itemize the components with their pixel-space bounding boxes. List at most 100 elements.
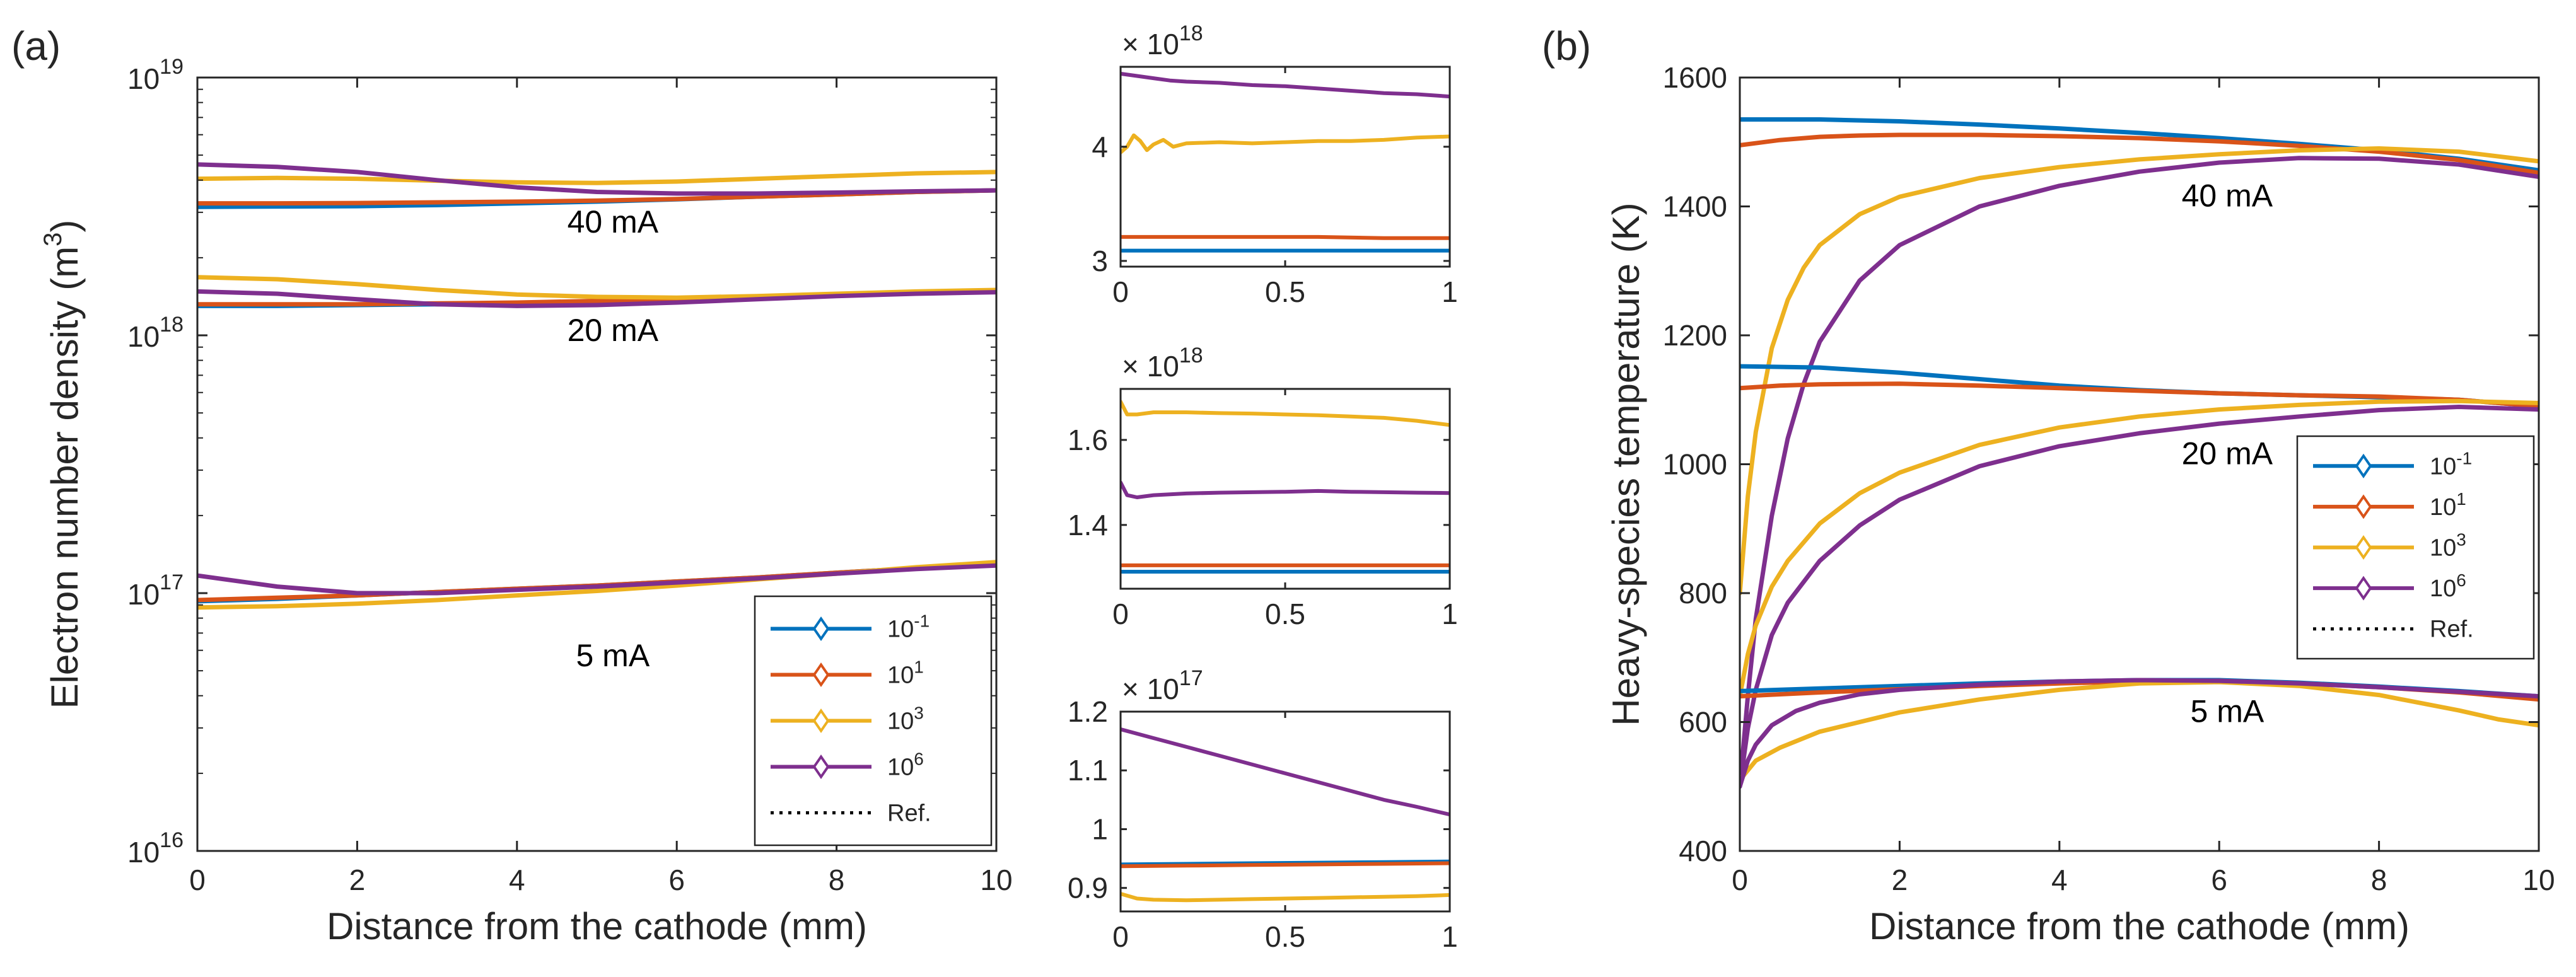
y-multiplier: × 1018	[1122, 344, 1203, 383]
x-axis-title: Distance from the cathode (mm)	[327, 905, 867, 947]
legend-label-2: 103	[887, 703, 924, 735]
annotation-label: 20 mA	[568, 313, 659, 348]
series-line-2	[1121, 133, 1450, 154]
legend-label-3: 106	[887, 749, 924, 781]
x-tick-label: 6	[668, 864, 685, 896]
x-tick-label: 0	[189, 864, 206, 896]
plot-area	[1121, 67, 1450, 267]
series-line-3	[1121, 71, 1450, 99]
y-tick-label: 1017	[127, 570, 184, 611]
legend-label-4: Ref.	[2430, 616, 2474, 643]
x-tick-label: 2	[349, 864, 366, 896]
series-line-2	[1121, 400, 1450, 427]
series-line-3	[1121, 727, 1450, 817]
series-line-6	[197, 275, 996, 300]
panel-b-main: 0 2 4 6 8 10 400 600 800 1000 1200 1400 1600 Distance…	[1542, 23, 2555, 947]
y-tick-label: 1018	[127, 313, 184, 353]
legend: 10-1 101 103 106 Ref.	[2296, 435, 2535, 660]
series-group	[1740, 117, 2539, 789]
plot-area	[1121, 389, 1450, 589]
y-tick-label: 4	[1092, 130, 1108, 163]
legend-diamond-marker	[812, 754, 830, 780]
panel-a-inset-40ma: 0 0.5 1 3 4 × 1018	[1092, 21, 1457, 308]
y-multiplier: × 1017	[1122, 666, 1203, 705]
x-tick-label: 4	[2051, 864, 2068, 896]
annotation-label: 5 mA	[2191, 694, 2264, 729]
y-tick-label: 1016	[127, 828, 184, 869]
y-tick-label: 1.1	[1068, 754, 1108, 787]
x-tick-label: 8	[829, 864, 845, 896]
x-tick-label: 2	[1892, 864, 1908, 896]
series-line-2	[1740, 146, 2539, 596]
legend-label-1: 101	[2430, 489, 2466, 521]
y-tick-label: 1600	[1663, 61, 1727, 94]
legend-label-2: 103	[2430, 530, 2466, 562]
x-tick-label: 1	[1442, 598, 1458, 630]
y-tick-label: 3	[1092, 245, 1108, 277]
y-axis-title: Electron number density (m3)	[39, 220, 86, 709]
y-tick-label: 1	[1092, 812, 1108, 845]
y-tick-label: 0.9	[1068, 872, 1108, 905]
x-tick-label: 1	[1442, 275, 1458, 308]
series-line-1	[1740, 132, 2539, 175]
series-group	[197, 162, 996, 610]
y-axis-title: Heavy-species temperature (K)	[1605, 202, 1647, 726]
x-tick-label: 0.5	[1265, 275, 1305, 308]
legend-diamond-marker	[2355, 575, 2372, 601]
x-axis-title: Distance from the cathode (mm)	[1869, 905, 2410, 947]
series-line-5	[1740, 381, 2539, 408]
y-tick-label: 1.6	[1068, 424, 1108, 456]
legend-label-1: 101	[887, 657, 924, 689]
series-line-7	[1740, 405, 2539, 789]
y-tick-label: 1000	[1663, 448, 1727, 481]
legend: 10-1 101 103 106 Ref.	[754, 595, 993, 847]
panel-a-inset-5ma: 0 0.5 1 0.9 1 1.1 1.2 × 1017	[1068, 666, 1458, 953]
series-line-3	[1740, 156, 2539, 789]
legend-diamond-marker	[2355, 453, 2372, 478]
x-tick-label: 0	[1112, 920, 1129, 953]
series-line-3	[197, 162, 996, 196]
x-tick-label: 0.5	[1265, 920, 1305, 953]
annotation-label: 5 mA	[576, 638, 650, 673]
series-line-3	[1121, 480, 1450, 499]
series-line-1	[1121, 234, 1450, 240]
panel-label: (b)	[1542, 23, 1591, 69]
x-tick-label: 10	[980, 864, 1012, 896]
series-group	[1121, 400, 1450, 574]
legend-label-4: Ref.	[887, 801, 931, 827]
x-tick-label: 6	[2211, 864, 2227, 896]
x-tick-label: 4	[509, 864, 525, 896]
series-group	[1121, 71, 1450, 253]
series-line-2	[1121, 892, 1450, 903]
x-tick-label: 0.5	[1265, 598, 1305, 630]
legend-diamond-marker	[2355, 535, 2372, 560]
x-tick-label: 10	[2522, 864, 2555, 896]
legend-diamond-marker	[812, 616, 830, 642]
y-tick-label: 600	[1679, 706, 1727, 739]
legend-label-0: 10-1	[2430, 448, 2472, 480]
legend-label-0: 10-1	[887, 611, 930, 643]
annotation-label: 40 mA	[2182, 178, 2273, 214]
y-tick-label: 800	[1679, 577, 1727, 610]
x-tick-label: 0	[1732, 864, 1748, 896]
axes-frame	[196, 76, 998, 852]
series-line-10	[1740, 679, 2539, 782]
y-tick-label: 1400	[1663, 190, 1727, 223]
series-group	[1121, 727, 1450, 903]
annotation-label: 40 mA	[568, 204, 659, 240]
y-tick-label: 1.2	[1068, 695, 1108, 728]
series-line-11	[197, 563, 996, 596]
y-tick-label: 1019	[127, 55, 184, 95]
y-tick-label: 400	[1679, 835, 1727, 867]
series-line-11	[1740, 678, 2539, 789]
legend-label-3: 106	[2430, 570, 2466, 602]
legend-diamond-marker	[2355, 494, 2372, 519]
y-tick-label: 1200	[1663, 319, 1727, 352]
legend-diamond-marker	[812, 662, 830, 688]
x-tick-label: 0	[1112, 275, 1129, 308]
series-line-2	[197, 170, 996, 185]
y-tick-label: 1.4	[1068, 509, 1108, 541]
legend-diamond-marker	[812, 708, 830, 734]
y-multiplier: × 1018	[1122, 21, 1203, 61]
